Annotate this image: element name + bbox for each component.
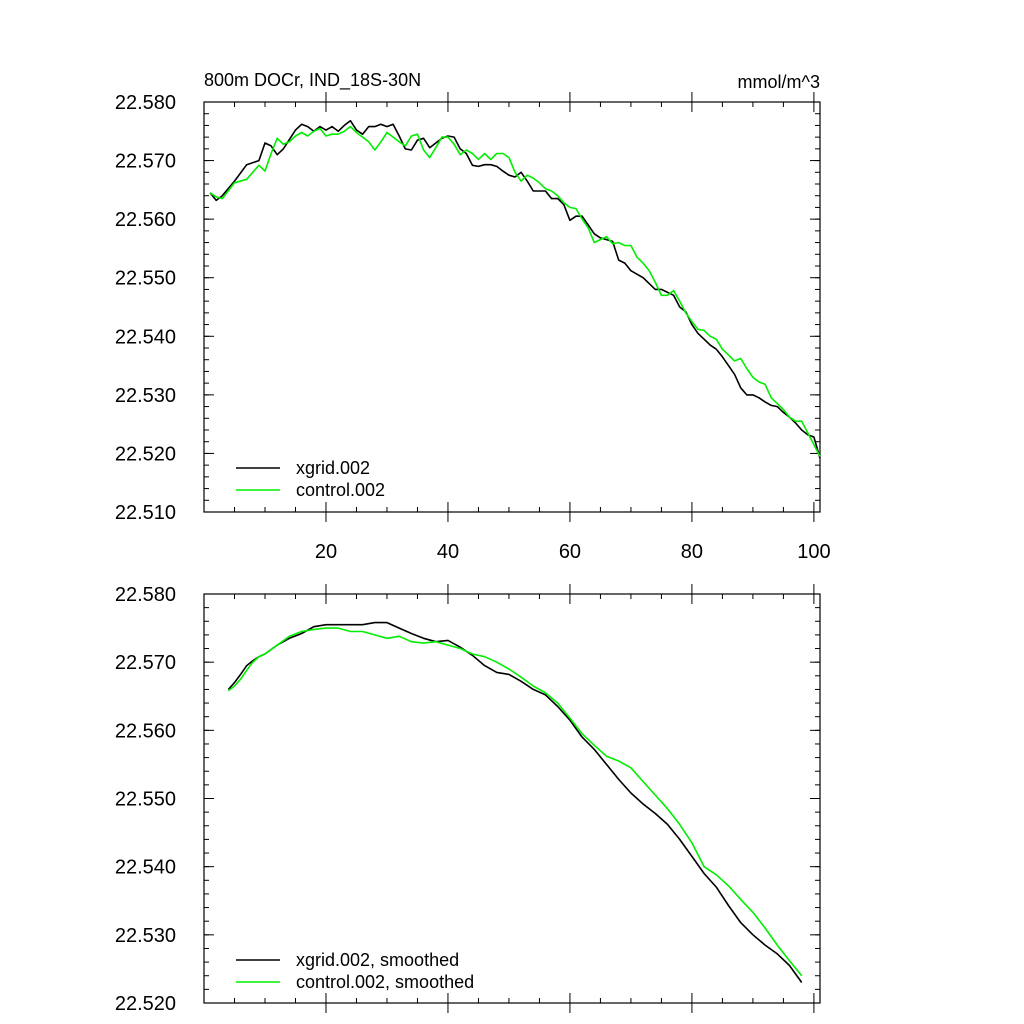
y-tick-label: 22.540 [115, 326, 176, 348]
x-tick-label: 20 [315, 541, 337, 563]
top-panel-raw: 22.510 22.520 22.530 22.540 22.550 22.560 22.5… [115, 70, 831, 563]
series-line-xgrid [227, 621, 803, 983]
y-tick-label: 22.560 [115, 720, 176, 742]
plot-frame [203, 101, 821, 513]
legend-label: xgrid.002, smoothed [296, 950, 459, 970]
y-tick-label: 22.570 [115, 151, 176, 173]
y-tick-label: 22.540 [115, 857, 176, 879]
y-tick-label: 22.530 [115, 925, 176, 947]
y-tick-label: 22.560 [115, 209, 176, 231]
x-tick-label: 80 [681, 541, 703, 563]
y-tick-label: 22.550 [115, 789, 176, 811]
y-tick-label: 22.570 [115, 652, 176, 674]
y-tick-label: 22.580 [115, 92, 176, 114]
y-tick-label: 22.550 [115, 268, 176, 290]
y-tick-label: 22.580 [115, 584, 176, 606]
units-label: mmol/m^3 [738, 72, 820, 92]
bottom-panel-smoothed: 22.520 22.530 22.540 22.550 22.560 22.570 22.5… [115, 584, 821, 1015]
plot-frame [203, 593, 821, 1004]
x-tick-label: 40 [437, 541, 459, 563]
y-tick-label: 22.530 [115, 385, 176, 407]
series-line-control [209, 125, 821, 457]
y-tick-label: 22.520 [115, 443, 176, 465]
y-tick-label: 22.520 [115, 993, 176, 1015]
x-tick-label: 100 [797, 541, 830, 563]
x-tick-label: 60 [559, 541, 581, 563]
legend-label: control.002 [296, 480, 385, 500]
series-line-control [227, 627, 803, 977]
legend-label: xgrid.002 [296, 458, 370, 478]
y-tick-label: 22.510 [115, 502, 176, 524]
legend-label: control.002, smoothed [296, 972, 474, 992]
chart-title: 800m DOCr, IND_18S-30N [204, 70, 421, 91]
series-line-xgrid [209, 119, 821, 459]
